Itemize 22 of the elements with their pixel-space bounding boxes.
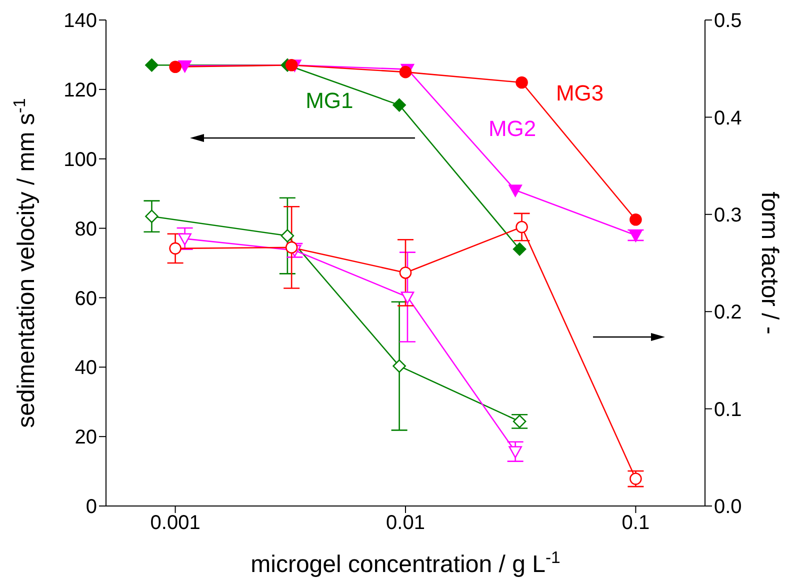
series-label: MG3 — [556, 80, 604, 106]
x-tick-label: 0.001 — [150, 512, 200, 534]
series-label: MG1 — [306, 88, 354, 113]
y2-axis-title: form factor / - — [756, 192, 783, 334]
y-tick-label: 140 — [64, 10, 97, 32]
x-tick-label: 0.1 — [622, 512, 650, 534]
x-axis-title: microgel concentration / g L$^{-1}$ — [250, 548, 560, 578]
y2-tick-label: 0.1 — [714, 398, 742, 421]
y2-tick-label: 0.2 — [714, 302, 742, 324]
y-tick-label: 100 — [64, 148, 97, 171]
y-tick-label: 60 — [74, 288, 97, 310]
y2-tick-label: 0.3 — [714, 204, 742, 226]
y-tick-label: 40 — [74, 357, 97, 380]
y2-tick-label: 0.4 — [714, 107, 742, 130]
y2-tick-label: 0.5 — [714, 10, 742, 32]
y-tick-label: 0 — [86, 496, 97, 518]
y-tick-label: 20 — [74, 426, 97, 449]
y-tick-label: 120 — [64, 80, 97, 102]
y2-tick-label: 0.0 — [714, 496, 742, 518]
series-label: MG2 — [488, 116, 536, 141]
y-tick-label: 80 — [74, 218, 97, 240]
x-tick-label: 0.01 — [386, 512, 425, 534]
